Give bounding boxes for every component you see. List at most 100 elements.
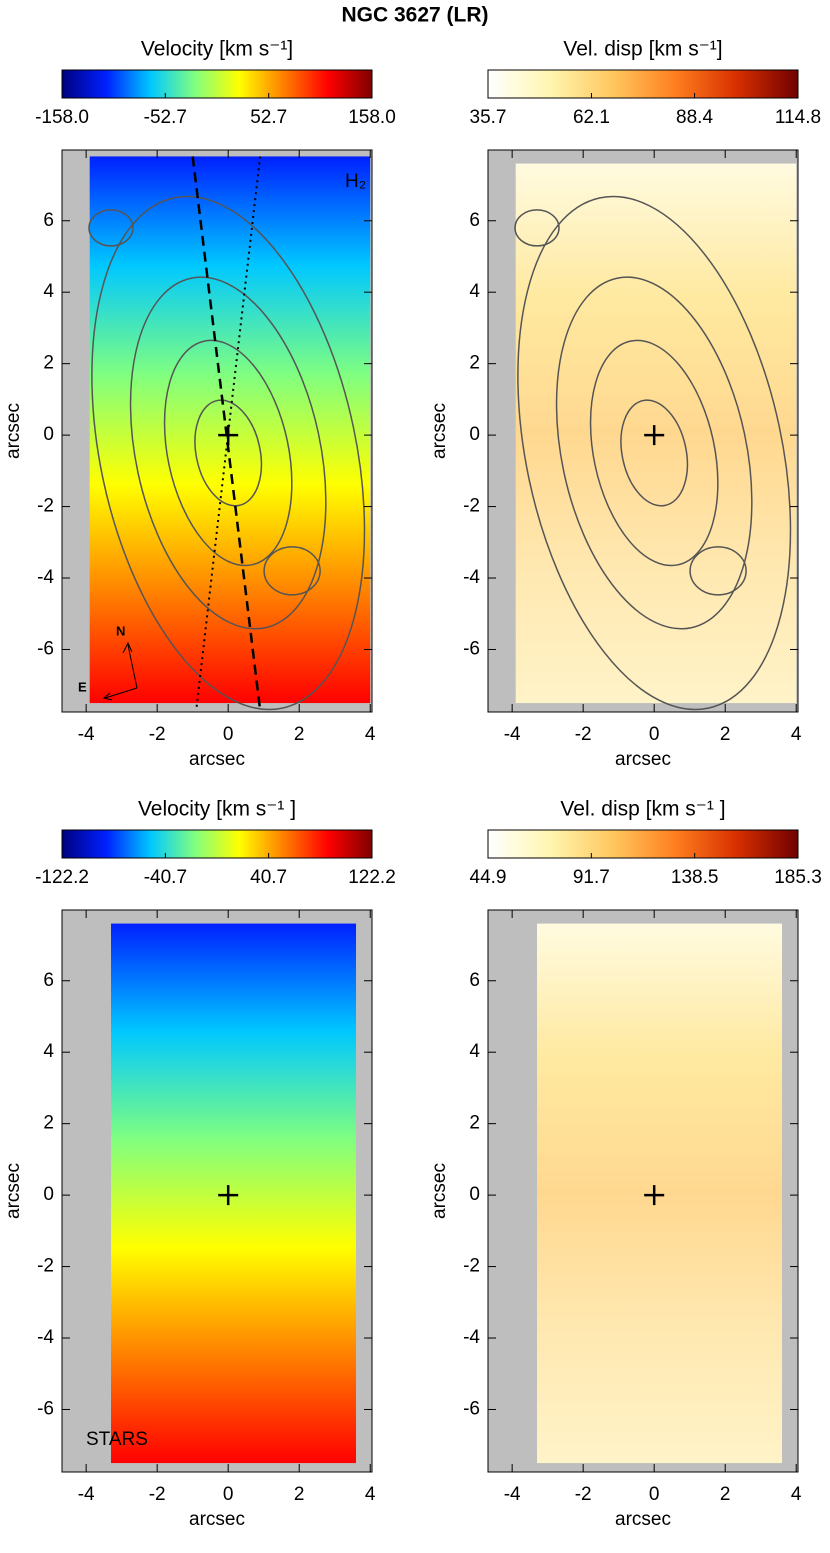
y-tick-label: 2 (469, 1113, 480, 1134)
x-tick-label: 0 (649, 1484, 660, 1505)
x-tick-label: -4 (78, 724, 95, 745)
x-tick-label: -2 (575, 724, 592, 745)
contour (88, 209, 134, 247)
y-tick-label: 0 (469, 424, 480, 445)
colorbar (61, 829, 373, 859)
map-image (89, 156, 371, 704)
frame (61, 149, 373, 713)
colorbar-tick-label: 158.0 (348, 107, 396, 128)
compass (104, 687, 138, 699)
y-tick-label: -2 (37, 496, 54, 517)
colorbar-tick-label: -158.0 (35, 107, 89, 128)
x-tick-label: -4 (504, 1484, 521, 1505)
y-tick-label: 2 (43, 353, 54, 374)
y-tick-label: -6 (37, 1398, 54, 1419)
x-tick-label: 4 (365, 724, 376, 745)
x-tick-label: 4 (791, 724, 802, 745)
colorbar (61, 69, 373, 99)
y-tick-label: -4 (463, 1327, 480, 1348)
x-tick-label: -2 (575, 1484, 592, 1505)
map-image (537, 923, 783, 1464)
x-axis-label: arcsec (615, 1509, 671, 1530)
x-tick-label: -2 (149, 724, 166, 745)
colorbar-tick-label: -40.7 (144, 867, 187, 888)
y-tick-label: 6 (43, 210, 54, 231)
colorbar-label: Vel. disp [km s⁻¹ ] (560, 798, 725, 821)
contour (620, 399, 689, 507)
compass-head (102, 641, 133, 701)
contour (91, 195, 366, 711)
annotation: E (78, 679, 87, 694)
contour (517, 195, 792, 711)
x-tick-label: 2 (720, 1484, 731, 1505)
x-tick-label: 0 (223, 724, 234, 745)
contour (555, 276, 753, 630)
y-tick-label: -6 (463, 1398, 480, 1419)
x-axis-label: arcsec (615, 749, 671, 770)
colorbar-tick-label: 52.7 (250, 107, 287, 128)
colorbar-tick-label: 138.5 (671, 867, 719, 888)
y-axis-label: arcsec (429, 403, 450, 459)
x-tick-label: 0 (649, 724, 660, 745)
y-tick-label: 4 (43, 1041, 54, 1062)
x-axis-label: arcsec (189, 749, 245, 770)
y-tick-label: 0 (43, 1184, 54, 1205)
colorbar-tick-label: 35.7 (470, 107, 507, 128)
y-axis-label: arcsec (429, 1163, 450, 1219)
colorbar-label: Vel. disp [km s⁻¹] (563, 38, 722, 61)
x-tick-label: 2 (720, 724, 731, 745)
colorbar (487, 69, 799, 99)
y-tick-label: 6 (469, 970, 480, 991)
y-tick-label: -2 (463, 1256, 480, 1277)
colorbar-tick-label: 114.8 (775, 107, 821, 128)
y-axis-label: arcsec (3, 403, 24, 459)
annotation: N (116, 623, 125, 638)
colorbar-tick-label: 185.3 (774, 867, 822, 888)
y-tick-label: -2 (37, 1256, 54, 1277)
colorbar-label: Velocity [km s⁻¹ ] (138, 798, 296, 821)
colorbar-tick-label: -52.7 (144, 107, 187, 128)
y-tick-label: 0 (469, 1184, 480, 1205)
colorbar-tick-label: 44.9 (470, 867, 507, 888)
y-tick-label: 2 (43, 1113, 54, 1134)
x-tick-label: -4 (504, 724, 521, 745)
colorbar-tick-label: -122.2 (35, 867, 89, 888)
colorbar (487, 829, 799, 859)
x-tick-label: 2 (294, 1484, 305, 1505)
center-marker (218, 425, 239, 446)
center-marker (644, 1185, 665, 1206)
y-tick-label: -6 (37, 638, 54, 659)
colorbar-tick-label: 88.4 (676, 107, 713, 128)
y-tick-label: -6 (463, 638, 480, 659)
map-image (111, 923, 357, 1464)
compass (127, 644, 138, 689)
y-axis-label: arcsec (3, 1163, 24, 1219)
frame (487, 149, 799, 713)
y-tick-label: 6 (43, 970, 54, 991)
y-tick-label: -2 (463, 496, 480, 517)
x-tick-label: -2 (149, 1484, 166, 1505)
annotation: H₂ (345, 171, 366, 192)
x-tick-label: 4 (791, 1484, 802, 1505)
x-tick-label: 0 (223, 1484, 234, 1505)
figure-title: NGC 3627 (LR) (341, 4, 488, 27)
colorbar-label: Velocity [km s⁻¹] (141, 38, 293, 61)
y-tick-label: -4 (37, 567, 54, 588)
y-tick-label: 0 (43, 424, 54, 445)
annotation: STARS (86, 1429, 148, 1450)
center-marker (644, 425, 665, 446)
y-tick-label: 4 (469, 1041, 480, 1062)
contour (194, 399, 263, 507)
y-tick-label: 4 (469, 281, 480, 302)
y-tick-label: 4 (43, 281, 54, 302)
contour (589, 339, 719, 567)
center-marker (218, 1185, 239, 1206)
x-tick-label: -4 (78, 1484, 95, 1505)
colorbar-tick-label: 91.7 (573, 867, 610, 888)
contour (163, 339, 293, 567)
frame (61, 909, 373, 1473)
contour (689, 546, 747, 596)
major-axis (191, 156, 262, 711)
map-image (515, 163, 797, 704)
